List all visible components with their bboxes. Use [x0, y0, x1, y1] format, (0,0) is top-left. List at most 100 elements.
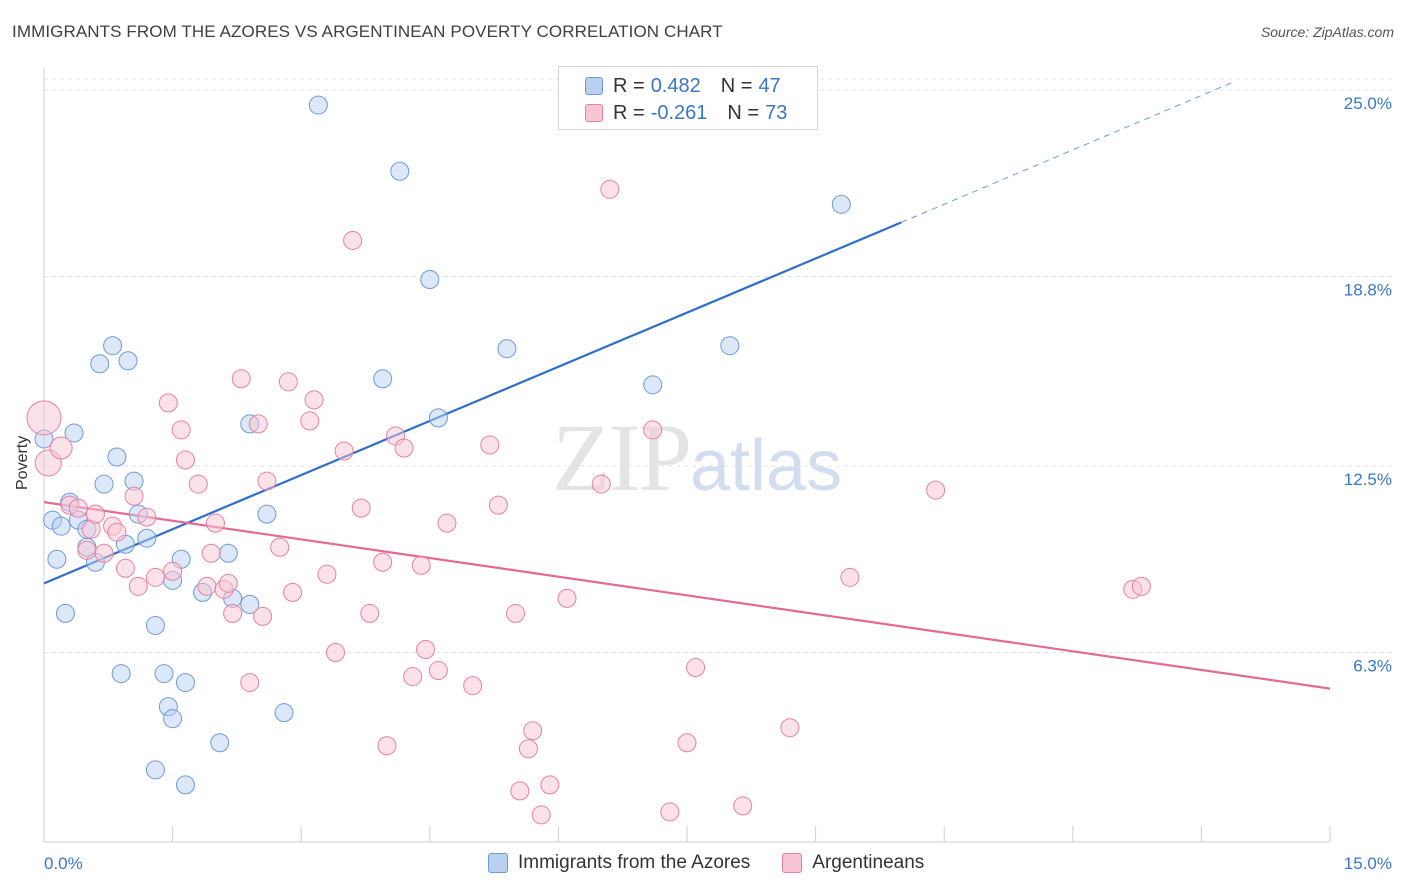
legend-item-argentineans[interactable]: Argentineans: [782, 852, 924, 874]
r-label: R =: [613, 74, 645, 97]
azores-point: [51, 516, 71, 536]
argentineans-point: [223, 603, 243, 623]
argentineans-point: [343, 230, 363, 250]
azores-point: [240, 594, 260, 614]
argentineans-point: [686, 658, 706, 678]
argentineans-point: [510, 781, 530, 801]
argentineans-point: [317, 564, 337, 584]
azores-point: [145, 760, 165, 780]
azores-point: [137, 528, 157, 548]
argentineans-point: [334, 441, 354, 461]
argentineans-trend-line: [43, 501, 1331, 690]
argentineans-point: [416, 640, 436, 659]
legend-label-azores: Immigrants from the Azores: [518, 852, 751, 873]
argentineans-point: [300, 411, 320, 431]
argentineans-point: [463, 676, 483, 696]
argentineans-point: [26, 400, 62, 436]
azores-point: [64, 423, 84, 443]
azores-point: [55, 603, 75, 623]
n-value: 73: [765, 101, 788, 124]
n-label: N =: [727, 101, 760, 124]
n-label: N =: [720, 74, 753, 97]
y-tick-label: 6.3%: [1353, 657, 1392, 676]
stats-row-azores: R = 0.482 N = 47: [585, 73, 781, 99]
azores-point: [218, 543, 238, 563]
watermark-zip: ZIP: [552, 404, 692, 511]
legend-item-azores[interactable]: Immigrants from the Azores: [488, 852, 750, 874]
legend-label-argentineans: Argentineans: [812, 852, 925, 873]
tick-labels: 6.3% 12.5% 18.8% 25.0% 0.0% 15.0%: [44, 94, 1392, 873]
argentineans-point: [188, 474, 208, 494]
argentineans-point: [531, 805, 551, 825]
argentineans-point: [175, 450, 195, 470]
argentineans-point: [145, 567, 165, 587]
azores-point: [420, 270, 440, 290]
source-label: Source: ZipAtlas.com: [1260, 24, 1394, 40]
argentineans-point: [137, 507, 157, 527]
argentineans-point: [394, 438, 414, 458]
argentineans-point: [85, 504, 105, 524]
azores-point: [210, 733, 230, 753]
argentineans-point: [488, 495, 508, 515]
argentineans-point: [248, 414, 268, 434]
azores-point: [145, 615, 165, 635]
argentineans-point: [660, 802, 680, 822]
argentineans-point: [373, 552, 393, 572]
argentineans-point: [643, 420, 663, 440]
argentineans-point: [124, 486, 144, 506]
grid: [44, 78, 1392, 654]
argentineans-point: [428, 661, 448, 681]
argentineans-point: [325, 643, 345, 663]
azores-point: [107, 447, 127, 467]
x-tick-label: 0.0%: [44, 854, 83, 873]
argentineans-point: [480, 435, 500, 455]
argentineans-point: [411, 555, 431, 575]
argentineans-point: [128, 576, 148, 596]
azores-point: [643, 375, 663, 395]
azores-point: [90, 354, 110, 374]
argentineans-point: [278, 372, 298, 392]
azores-point: [428, 408, 448, 428]
series-legend: Immigrants from the Azores Argentineans: [488, 852, 956, 874]
argentineans-point: [68, 498, 88, 518]
argentineans-legend-swatch: [782, 853, 803, 873]
argentineans-point: [840, 567, 860, 587]
y-axis-label: Poverty: [14, 435, 31, 490]
argentineans-point: [270, 537, 290, 557]
argentineans-point: [240, 673, 260, 693]
argentineans-point: [540, 775, 560, 795]
azores-point: [274, 703, 294, 723]
y-tick-label: 25.0%: [1344, 94, 1392, 113]
argentineans-point: [523, 721, 543, 741]
argentineans-point: [403, 667, 423, 687]
stats-row-argentineans: R = -0.261 N = 73: [585, 100, 787, 126]
azores-point: [175, 673, 195, 693]
r-value: -0.261: [650, 101, 708, 124]
trend-lines: [43, 80, 1331, 690]
azores-point: [720, 336, 740, 356]
stats-legend: R = 0.482 N = 47 R = -0.261 N = 73: [558, 66, 818, 130]
argentineans-point: [94, 543, 114, 563]
y-tick-label: 18.8%: [1344, 281, 1392, 300]
argentineans-point: [171, 420, 191, 440]
azores-point: [175, 775, 195, 795]
data-points: [26, 95, 1151, 825]
argentineans-point: [163, 561, 183, 581]
azores-point: [154, 664, 174, 684]
azores-point: [118, 351, 138, 371]
argentineans-point: [780, 718, 800, 738]
argentineans-point: [377, 736, 397, 756]
argentineans-point: [518, 739, 538, 759]
argentineans-point: [283, 582, 303, 602]
argentineans-point: [926, 480, 946, 500]
watermark: ZIPatlas: [552, 402, 842, 513]
azores-point: [831, 194, 851, 214]
azores-point: [103, 336, 123, 356]
argentineans-point: [107, 522, 127, 542]
argentineans-point: [437, 513, 457, 533]
argentineans-point: [231, 369, 251, 389]
axes: [43, 68, 1331, 843]
argentineans-point: [49, 436, 73, 460]
argentineans-point: [115, 558, 135, 578]
